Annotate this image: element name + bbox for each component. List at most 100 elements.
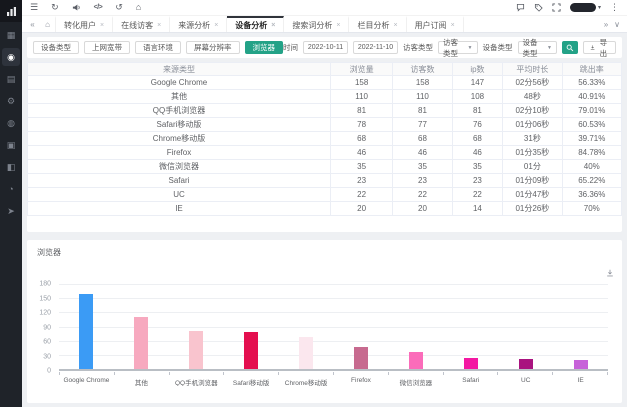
announcement-icon[interactable] — [72, 3, 81, 12]
filter-button-设备类型[interactable]: 设备类型 — [33, 41, 79, 54]
table-cell: 22 — [392, 187, 453, 202]
main-area: ☰ ↻ </> ↺ ⌂ ▾ ⋮ « ⌂ 转化用户 × 在线访客 × 来源分析 × 设备分析 × 搜索词分… — [22, 0, 627, 407]
tabbar-right-controls: » ∨ — [604, 16, 627, 32]
filter-button-屏幕分辨率[interactable]: 屏幕分辨率 — [186, 41, 240, 54]
tab-bar: « ⌂ 转化用户 × 在线访客 × 来源分析 × 设备分析 × 搜索词分析 × 栏目分析 × 用户订阅 ×… — [22, 16, 627, 33]
table-cell: 46 — [392, 145, 453, 160]
home-tab-icon[interactable]: ⌂ — [45, 19, 50, 29]
table-cell: 46 — [451, 145, 504, 160]
tab-label: 用户订阅 — [414, 20, 447, 30]
comment-icon[interactable] — [516, 3, 525, 12]
tabs-menu-icon[interactable]: ∨ — [614, 19, 620, 29]
table-header-row: 来源类型 浏览量 访客数 ip数 平均时长 跳出率 — [27, 62, 622, 76]
tab-用户订阅[interactable]: 用户订阅 × — [407, 16, 464, 32]
gridline — [59, 284, 608, 285]
x-tick — [553, 372, 608, 375]
sidebar: ▦ ◉ ▤ ⚙ ◍ ▣ ◧ ◔ ➤ — [0, 0, 22, 407]
table-row: Google Chrome 158 158 147 02分56秒 56.33% — [27, 75, 622, 90]
sidebar-item-monitor-icon[interactable]: ◉ — [2, 48, 20, 66]
table-cell: 01分26秒 — [502, 201, 563, 216]
y-tick-label: 90 — [43, 324, 51, 331]
x-tick-label: QQ手机浏览器 — [174, 380, 218, 386]
fullscreen-icon[interactable] — [552, 3, 561, 12]
close-tab-icon[interactable]: × — [157, 21, 162, 29]
tab-来源分析[interactable]: 来源分析 × — [170, 16, 228, 32]
close-tab-icon[interactable]: × — [336, 21, 341, 29]
app-logo[interactable] — [0, 0, 22, 22]
tab-设备分析[interactable]: 设备分析 × — [227, 16, 285, 32]
more-vertical-icon[interactable]: ⋮ — [610, 2, 619, 12]
table-cell: 46 — [329, 145, 394, 160]
bar-UC — [518, 358, 533, 369]
bar-IE — [573, 359, 588, 369]
gridline — [59, 340, 608, 342]
table-row: 其他 110 110 108 48秒 40.91% — [27, 89, 622, 104]
bar-Safari移动版 — [244, 332, 259, 369]
user-menu-caret-icon[interactable]: ▾ — [597, 5, 601, 11]
tab-搜索词分析[interactable]: 搜索词分析 × — [284, 16, 350, 32]
chart-bars — [59, 284, 608, 369]
x-tick-label: Firefox — [351, 377, 371, 384]
sidebar-item-content-icon[interactable]: ▣ — [6, 139, 16, 150]
table-cell: Safari — [27, 173, 331, 188]
sidebar-item-history-icon[interactable]: ◔ — [8, 183, 14, 194]
export-button[interactable]: 导出 — [582, 38, 616, 58]
filter-button-上网宽带[interactable]: 上网宽带 — [84, 41, 130, 54]
device-type-select[interactable]: 设备类型 ▼ — [517, 38, 557, 58]
search-icon — [566, 44, 574, 51]
close-tab-icon[interactable]: × — [214, 21, 219, 29]
filter-button-浏览器[interactable]: 浏览器 — [244, 41, 283, 54]
bar-QQ手机浏览器 — [189, 330, 204, 369]
bar-slot — [169, 284, 224, 369]
date-from-input[interactable] — [303, 41, 348, 54]
bar-Chrome移动版 — [299, 336, 314, 369]
scroll-tabs-right-icon[interactable]: » — [603, 19, 609, 29]
sidebar-item-share-icon[interactable]: ➤ — [7, 205, 15, 216]
table-cell: 39.71% — [561, 131, 622, 146]
table-cell: Chrome移动版 — [27, 131, 331, 146]
filter-button-语言环境[interactable]: 语言环境 — [135, 41, 181, 54]
tab-在线访客[interactable]: 在线访客 × — [113, 16, 171, 32]
bar-slot — [498, 284, 553, 369]
user-avatar[interactable] — [569, 3, 596, 12]
table-cell: 68 — [451, 131, 504, 146]
code-icon[interactable]: </> — [93, 4, 103, 11]
bar-Google Chrome — [79, 294, 94, 369]
tab-栏目分析[interactable]: 栏目分析 × — [349, 16, 407, 32]
stats-table-card: 来源类型 浏览量 访客数 ip数 平均时长 跳出率 Google Chrome 158 158… — [27, 62, 622, 232]
chart-x-axis: Google Chrome 其他 QQ手机浏览器 Safari移动版 Chrome移动版… — [59, 377, 608, 386]
search-button[interactable] — [562, 41, 578, 54]
sidebar-item-settings-icon[interactable]: ⚙ — [6, 95, 16, 106]
column-header: 访客数 — [392, 62, 453, 76]
column-header: 平均时长 — [502, 62, 563, 76]
bar-slot — [443, 284, 498, 369]
table-cell: 20 — [329, 201, 394, 216]
x-tick — [279, 372, 334, 375]
y-tick-label: 30 — [43, 353, 51, 360]
sidebar-item-site-icon[interactable]: ◍ — [7, 117, 15, 128]
sync-icon[interactable]: ↺ — [115, 2, 123, 12]
tag-icon[interactable] — [534, 3, 543, 12]
sidebar-item-documents-icon[interactable]: ◧ — [6, 161, 16, 172]
close-tab-icon[interactable]: × — [271, 21, 276, 29]
menu-icon[interactable]: ☰ — [30, 2, 39, 12]
x-tick — [170, 372, 225, 375]
visitor-type-select[interactable]: 访客类型 ▼ — [438, 38, 478, 58]
close-tab-icon[interactable]: × — [100, 21, 105, 29]
sidebar-item-dashboard-icon[interactable]: ▦ — [6, 29, 16, 40]
date-to-input[interactable] — [353, 41, 398, 54]
table-cell: IE — [27, 201, 331, 216]
refresh-icon[interactable]: ↻ — [51, 2, 59, 12]
table-cell: 23 — [329, 173, 394, 188]
collapse-tabs-icon[interactable]: « — [30, 19, 35, 29]
chart-download-icon[interactable] — [606, 264, 614, 282]
sidebar-item-pages-icon[interactable]: ▤ — [6, 73, 16, 84]
close-tab-icon[interactable]: × — [450, 21, 455, 29]
table-cell: 77 — [392, 117, 453, 132]
home-icon[interactable]: ⌂ — [135, 2, 142, 12]
close-tab-icon[interactable]: × — [393, 21, 398, 29]
tab-转化用户[interactable]: 转化用户 × — [55, 16, 114, 32]
bar-其他 — [134, 317, 149, 369]
table-cell: 31秒 — [502, 131, 563, 146]
